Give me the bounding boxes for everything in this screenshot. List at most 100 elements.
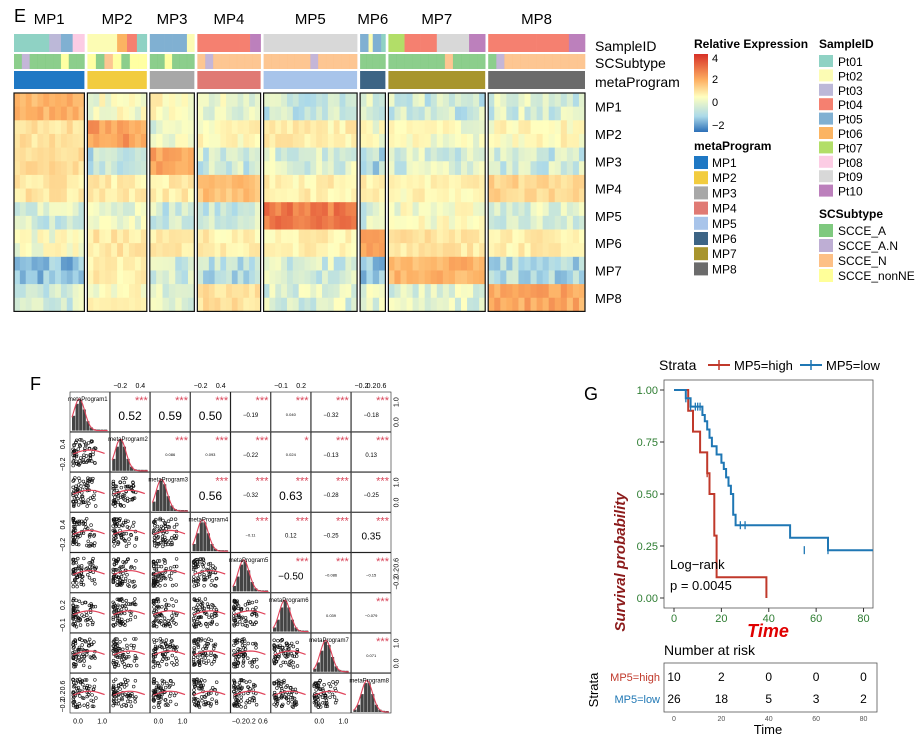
heatmap-cell — [175, 215, 183, 230]
scatter-point — [163, 561, 167, 565]
heatmap-cell — [406, 161, 413, 176]
heatmap-cell — [231, 174, 238, 189]
km-ytick-label: 0.75 — [637, 437, 658, 449]
scatter-point — [191, 567, 196, 572]
sampleid-bar — [360, 34, 365, 52]
heatmap-cell — [572, 120, 580, 135]
scatter-point — [93, 604, 98, 609]
scatter-point — [155, 541, 159, 546]
scatter-point — [315, 684, 319, 689]
heatmap-cell — [394, 256, 401, 271]
heatmap-cell — [316, 106, 323, 121]
heatmap-cell — [226, 215, 233, 230]
heatmap-cell — [327, 174, 335, 189]
heatmap-cell — [156, 243, 163, 258]
histogram-bar — [353, 709, 357, 712]
heatmap-cell — [134, 284, 142, 299]
heatmap-cell — [269, 188, 276, 203]
heatmap-cell — [566, 93, 574, 108]
scatter-point — [277, 683, 281, 687]
sampleid-bar — [325, 34, 342, 52]
heatmap-cell — [488, 202, 495, 217]
scatter-point — [88, 532, 93, 537]
scatter-point — [159, 618, 163, 623]
loess-line — [72, 650, 105, 656]
heatmap-cell — [168, 284, 176, 299]
heatmap-cell — [31, 161, 38, 176]
heatmap-cell — [72, 284, 79, 299]
heatmap-cell — [566, 120, 574, 135]
scatter-point — [82, 482, 87, 486]
heatmap-cell — [175, 133, 183, 148]
scatter-point — [71, 684, 76, 689]
heatmap-cell — [310, 297, 317, 312]
scatter-point — [115, 517, 119, 521]
heatmap-cell — [339, 229, 346, 244]
histogram-bar — [236, 576, 240, 592]
heatmap-cell — [93, 188, 100, 203]
scatter-point — [198, 681, 202, 685]
heatmap-cell — [578, 215, 586, 230]
scatter-point — [114, 559, 119, 563]
heatmap-cell — [197, 161, 204, 176]
scatter-point — [208, 566, 213, 570]
heatmap-cell — [467, 202, 474, 217]
histogram-bar — [170, 505, 174, 511]
scatter-point — [71, 539, 76, 543]
heatmap-cell — [162, 147, 170, 162]
heatmap-cell — [494, 215, 501, 230]
loess-line — [233, 690, 266, 696]
heatmap-cell — [548, 229, 556, 244]
heatmap-cell — [78, 284, 85, 299]
histogram-bar — [82, 409, 86, 431]
heatmap-cell — [25, 147, 32, 162]
scatter-point — [171, 682, 176, 686]
heatmap-cell — [254, 297, 261, 312]
heatmap-cell — [548, 174, 556, 189]
heatmap-cell — [123, 133, 130, 148]
sampleid-bar — [107, 34, 118, 52]
heatmap-cell — [208, 161, 215, 176]
heatmap-cell — [162, 229, 170, 244]
heatmap-cell — [99, 243, 106, 258]
heatmap-cell — [93, 93, 100, 108]
scatter-point — [211, 564, 215, 568]
heatmap-cell — [530, 188, 537, 203]
scatter-point — [129, 613, 133, 617]
scatter-point — [335, 679, 339, 684]
heatmap-cell — [249, 256, 256, 271]
heatmap-cell — [269, 147, 276, 162]
axis-tick-right: 0.6 — [394, 558, 401, 568]
scatter-point — [111, 499, 116, 503]
scatter-point — [125, 694, 129, 698]
correlation-stars: *** — [215, 435, 229, 447]
heatmap-cell — [249, 161, 256, 176]
scatter-point — [133, 654, 137, 658]
scatter-point — [255, 657, 259, 662]
scatter-point — [111, 658, 116, 663]
heatmap-cell — [226, 229, 233, 244]
heatmap-cell — [162, 161, 170, 176]
heatmap-cell — [105, 147, 112, 162]
heatmap-cell — [281, 147, 288, 162]
matrix-cell — [351, 552, 392, 593]
heatmap-cell — [467, 188, 474, 203]
scatter-point — [113, 677, 118, 682]
heatmap-cell — [31, 174, 38, 189]
scatter-point — [112, 544, 116, 548]
heatmap-cell — [406, 147, 413, 162]
heatmap-cell — [560, 202, 568, 217]
heatmap-cell — [197, 229, 204, 244]
heatmap-cell — [31, 120, 38, 135]
heatmap-cell — [461, 297, 468, 312]
heatmap-cell — [72, 215, 79, 230]
heatmap-cell — [316, 147, 323, 162]
heatmap-cell — [231, 106, 238, 121]
scatter-point — [118, 503, 123, 507]
scatter-point — [247, 601, 252, 605]
heatmap-cell — [66, 161, 74, 176]
scatter-point — [129, 704, 134, 708]
scatter-point — [71, 650, 75, 655]
heatmap-cell — [31, 284, 38, 299]
axis-tick-left: 0.6 — [60, 681, 67, 691]
